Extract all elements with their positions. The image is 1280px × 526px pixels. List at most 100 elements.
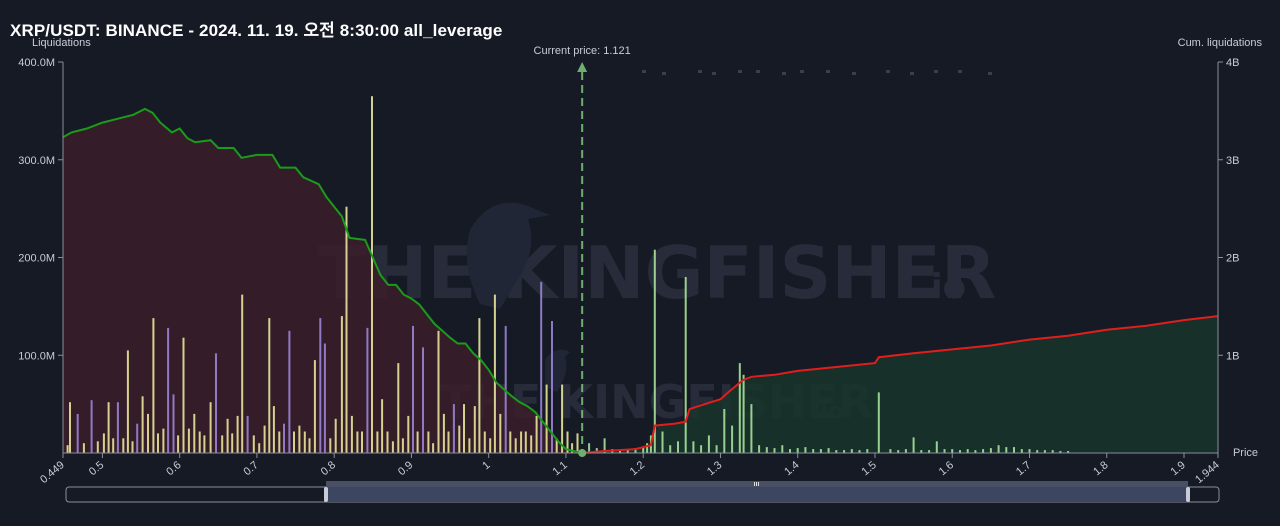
short-liquidation-bar (877, 392, 880, 453)
long-liquidation-bar (386, 431, 389, 453)
left-tick-label: 100.0M (18, 350, 55, 362)
long-liquidation-bar (102, 433, 105, 453)
long-liquidation-bar (126, 350, 129, 453)
zoom-slider-grip-icon[interactable] (754, 482, 759, 486)
short-liquidation-bar (835, 450, 838, 453)
short-liquidation-bar (677, 441, 679, 453)
long-liquidation-bar (329, 438, 332, 453)
x-tick-label: 1.3 (705, 459, 724, 478)
zoom-slider-right-handle[interactable] (1186, 487, 1190, 502)
long-liquidation-bar (566, 431, 569, 453)
short-liquidation-bar (742, 374, 745, 453)
short-liquidation-bar (866, 449, 869, 453)
long-liquidation-bar (530, 435, 533, 453)
short-liquidation-bar (912, 437, 915, 453)
long-liquidation-bar (535, 415, 538, 453)
long-liquidation-bar (96, 441, 99, 453)
short-liquidation-bar (1005, 447, 1008, 453)
short-liquidation-bar (669, 445, 672, 453)
x-tick-label: 1.9 (1169, 459, 1188, 478)
short-liquidation-bar (812, 449, 815, 453)
long-liquidation-bar (509, 431, 512, 453)
long-liquidation-bar (187, 428, 190, 453)
long-liquidation-bar (458, 425, 461, 453)
long-liquidation-bar (182, 337, 185, 453)
x-tick-label: 0.7 (241, 459, 260, 478)
short-liquidation-bar (827, 448, 830, 453)
long-liquidation-bar (241, 294, 244, 453)
long-liquidation-bar (162, 428, 165, 453)
short-liquidation-bar (634, 448, 637, 453)
long-liquidation-bar (545, 384, 548, 453)
short-liquidation-bar (781, 445, 784, 453)
long-liquidation-bar (278, 431, 281, 453)
short-liquidation-bar (819, 449, 822, 453)
short-liquidation-bar (661, 431, 664, 453)
zoom-slider[interactable] (65, 481, 1220, 503)
long-liquidation-bar (76, 413, 79, 453)
kingfisher-logo-icon (466, 202, 550, 309)
long-liquidation-bar (345, 206, 348, 453)
top-marks (642, 70, 992, 75)
long-liquidation-bar (366, 327, 369, 453)
long-liquidation-bar (520, 431, 523, 453)
short-liquidation-bar (951, 449, 954, 453)
bars-layer (66, 96, 1070, 453)
long-liquidation-bar (272, 406, 275, 453)
long-liquidation-bar (576, 433, 579, 453)
short-liquidation-bar (843, 450, 846, 453)
long-liquidation-bar (69, 402, 71, 453)
x-axis-title: Price (1233, 447, 1258, 459)
long-liquidation-bar (246, 415, 249, 453)
long-liquidation-bar (478, 318, 481, 453)
long-liquidation-bar (90, 400, 93, 453)
short-liquidation-bar (653, 249, 656, 453)
zoom-slider-window[interactable] (326, 487, 1188, 502)
long-liquidation-bar (268, 318, 271, 453)
long-liquidation-bar (427, 431, 430, 453)
long-liquidation-bar (437, 330, 440, 453)
current-price-arrow-icon (577, 62, 588, 72)
chart-title: XRP/USDT: BINANCE - 2024. 11. 19. 오전 8:3… (10, 21, 503, 40)
short-liquidation-bar (804, 447, 807, 453)
long-liquidation-bar (236, 415, 239, 453)
short-liquidation-bar (765, 447, 768, 453)
left-tick-label: 200.0M (18, 253, 55, 265)
current-price-dot (578, 449, 587, 457)
x-tick-label: 1.4 (782, 459, 801, 478)
left-tick-label: 400.0M (18, 57, 55, 69)
short-liquidation-bar (626, 449, 629, 453)
short-liquidation-bar (684, 277, 687, 453)
long-liquidation-bar (381, 399, 384, 453)
short-liquidation-bar (889, 449, 892, 453)
x-tick-label: 1.8 (1091, 459, 1110, 478)
left-tick-label: 300.0M (18, 155, 55, 167)
long-liquidation-bar (152, 318, 155, 453)
long-liquidation-bar (407, 415, 410, 453)
long-liquidation-bar (172, 394, 175, 453)
long-liquidation-bar (141, 396, 144, 453)
right-axis-title: Cum. liquidations (1178, 37, 1263, 49)
long-liquidation-bar (463, 404, 465, 453)
long-liquidation-bar (432, 443, 435, 453)
zoom-slider-left-handle[interactable] (324, 487, 328, 502)
long-liquidation-bar (116, 402, 119, 453)
short-liquidation-bar (619, 450, 621, 453)
long-liquidation-bar (473, 406, 476, 453)
long-liquidation-bar (231, 433, 234, 453)
long-liquidation-bar (122, 438, 125, 453)
short-liquidation-bar (731, 425, 734, 453)
long-liquidation-bar (499, 413, 502, 453)
short-liquidation-bar (642, 447, 645, 453)
watermark-suffix-large: .io (918, 267, 966, 307)
short-liquidation-bar (1051, 450, 1054, 453)
long-liquidation-bar (504, 325, 507, 453)
short-liquidation-bar (850, 449, 853, 453)
short-liquidation-bar (796, 448, 799, 453)
x-tick-label: 1.6 (937, 459, 956, 478)
x-tick-label: 0.9 (396, 459, 415, 478)
short-liquidation-bar (700, 445, 703, 453)
long-liquidation-bar (298, 425, 301, 453)
short-liquidation-bar (738, 363, 741, 453)
